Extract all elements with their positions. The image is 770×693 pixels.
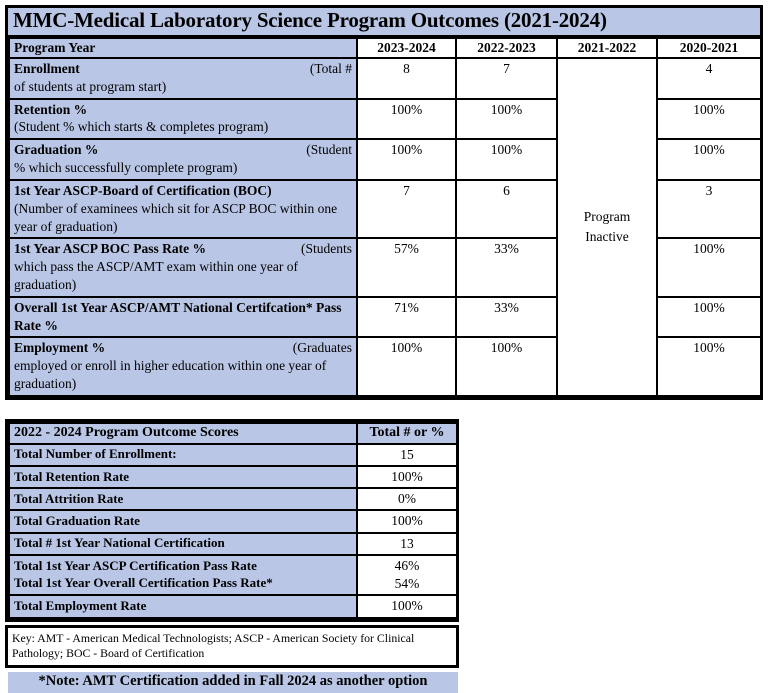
- metric-name: Graduation %: [14, 142, 99, 158]
- year-column-header: 2023-2024: [356, 37, 457, 59]
- value-cell: 100%: [656, 138, 762, 181]
- summary-label-line2: Total 1st Year Overall Certification Pas…: [14, 575, 273, 591]
- row-employment: Employment % (Graduates employed or enrol…: [8, 336, 762, 397]
- row-overall-pass-rate: Overall 1st Year ASCP/AMT National Certi…: [8, 295, 762, 339]
- summary-grid: 2022 - 2024 Program Outcome Scores Total…: [8, 421, 458, 619]
- program-year-header: Program Year: [8, 37, 358, 59]
- summary-label: Total Employment Rate: [8, 594, 358, 619]
- metric-name: 1st Year ASCP-Board of Certification (BO…: [14, 182, 272, 198]
- value-cell: 3: [656, 178, 762, 240]
- metric-description: (Number of examinees which sit for ASCP …: [14, 200, 338, 234]
- metric-description: which pass the ASCP/AMT exam within one …: [14, 259, 298, 292]
- metric-tail: (Students: [300, 241, 352, 257]
- footnote: *Note: AMT Certification added in Fall 2…: [8, 672, 458, 693]
- value-cell: 100%: [656, 336, 762, 397]
- summary-value: 100%: [356, 509, 458, 534]
- metric-tail: (Total #: [309, 61, 352, 76]
- value-cell: 7: [455, 57, 558, 100]
- metric-tail: (Student: [306, 142, 352, 158]
- value-cell: 100%: [656, 97, 762, 141]
- summary-label: Total Retention Rate: [8, 465, 358, 490]
- summary-label: Total Graduation Rate: [8, 509, 358, 534]
- value-cell: 100%: [356, 336, 457, 397]
- metric-description: employed or enroll in higher education w…: [14, 358, 327, 391]
- document-title: MMC-Medical Laboratory Science Program O…: [8, 8, 760, 37]
- value-cell: 33%: [455, 295, 558, 339]
- summary-row-attrition: Total Attrition Rate 0%: [8, 487, 458, 512]
- metric-description: % which successfully complete program): [14, 160, 238, 176]
- row-graduation: Graduation % (Student % which successfull…: [8, 138, 762, 181]
- summary-value: 15: [356, 442, 458, 468]
- summary-value: 100%: [356, 594, 458, 619]
- summary-row-graduation: Total Graduation Rate 100%: [8, 509, 458, 534]
- summary-value-line2: 54%: [394, 576, 420, 592]
- row-retention: Retention % (Student % which starts & co…: [8, 97, 762, 141]
- abbreviation-key: Key: AMT - American Medical Technologist…: [5, 624, 459, 669]
- summary-label: Total # 1st Year National Certification: [8, 531, 358, 556]
- summary-value: 100%: [356, 465, 458, 490]
- year-column-header: 2020-2021: [656, 37, 762, 59]
- summary-value: 0%: [356, 487, 458, 512]
- value-cell: 8: [356, 57, 457, 100]
- summary-scores-table: 2022 - 2024 Program Outcome Scores Total…: [5, 418, 459, 622]
- summary-label: Total Number of Enrollment:: [8, 442, 358, 468]
- row-enrollment: Enrollment (Total # of students at progra…: [8, 57, 762, 397]
- summary-value-double: 46% 54%: [356, 553, 458, 597]
- metric-label-cell: 1st Year ASCP BOC Pass Rate % (Students w…: [8, 237, 358, 298]
- summary-label: Total Attrition Rate: [8, 487, 358, 512]
- value-cell: 4: [656, 57, 762, 100]
- metric-name: Employment %: [14, 340, 106, 356]
- value-cell: 100%: [656, 295, 762, 339]
- year-column-header: 2022-2023: [455, 37, 558, 59]
- summary-value: 13: [356, 531, 458, 556]
- summary-label-line1: Total 1st Year ASCP Certification Pass R…: [14, 558, 257, 574]
- value-cell: 100%: [455, 336, 558, 397]
- program-outcomes-table: MMC-Medical Laboratory Science Program O…: [5, 5, 763, 400]
- summary-title: 2022 - 2024 Program Outcome Scores: [8, 421, 358, 445]
- summary-value-header: Total # or %: [356, 421, 458, 445]
- metric-name: Retention %: [14, 101, 88, 117]
- value-cell: 71%: [356, 295, 457, 339]
- year-column-header: 2021-2022: [556, 37, 658, 59]
- summary-row-retention: Total Retention Rate 100%: [8, 465, 458, 490]
- value-cell: 100%: [455, 138, 558, 181]
- metric-description: of students at program start): [14, 78, 167, 94]
- program-inactive-cell: Program Inactive: [556, 57, 658, 397]
- metric-label-cell: Employment % (Graduates employed or enrol…: [8, 336, 358, 397]
- summary-row-cert-pass-rates: Total 1st Year ASCP Certification Pass R…: [8, 553, 458, 597]
- metric-name: 1st Year ASCP BOC Pass Rate %: [14, 241, 206, 257]
- summary-row-enrollment: Total Number of Enrollment: 15: [8, 442, 458, 468]
- metric-tail: (Graduates: [292, 340, 352, 356]
- summary-header-row: 2022 - 2024 Program Outcome Scores Total…: [8, 421, 458, 445]
- value-cell: 100%: [455, 97, 558, 141]
- value-cell: 100%: [356, 97, 457, 141]
- row-boc-pass-rate: 1st Year ASCP BOC Pass Rate % (Students w…: [8, 237, 762, 298]
- value-cell: 33%: [455, 237, 558, 298]
- summary-value-line1: 46%: [394, 557, 420, 573]
- value-cell: 100%: [356, 138, 457, 181]
- value-cell: 7: [356, 178, 457, 240]
- value-cell: 6: [455, 178, 558, 240]
- metric-name: Overall 1st Year ASCP/AMT National Certi…: [14, 299, 342, 333]
- value-cell: 100%: [656, 237, 762, 298]
- outcomes-grid: Program Year 2023-2024 2022-2023 2021-20…: [8, 37, 762, 397]
- metric-label-cell: Retention % (Student % which starts & co…: [8, 97, 358, 141]
- metric-label-cell: Graduation % (Student % which successfull…: [8, 138, 358, 181]
- metric-description: (Student % which starts & completes prog…: [14, 119, 269, 135]
- metric-label-cell: Enrollment (Total # of students at progra…: [8, 57, 358, 100]
- value-cell: 57%: [356, 237, 457, 298]
- summary-label-double: Total 1st Year ASCP Certification Pass R…: [8, 553, 358, 597]
- metric-label-cell: Overall 1st Year ASCP/AMT National Certi…: [8, 295, 358, 339]
- metric-label-cell: 1st Year ASCP-Board of Certification (BO…: [8, 178, 358, 240]
- metric-name: Enrollment: [14, 61, 80, 76]
- year-header-row: Program Year 2023-2024 2022-2023 2021-20…: [8, 37, 762, 59]
- row-boc-examinees: 1st Year ASCP-Board of Certification (BO…: [8, 178, 762, 240]
- summary-row-employment: Total Employment Rate 100%: [8, 594, 458, 619]
- summary-row-national-cert: Total # 1st Year National Certification …: [8, 531, 458, 556]
